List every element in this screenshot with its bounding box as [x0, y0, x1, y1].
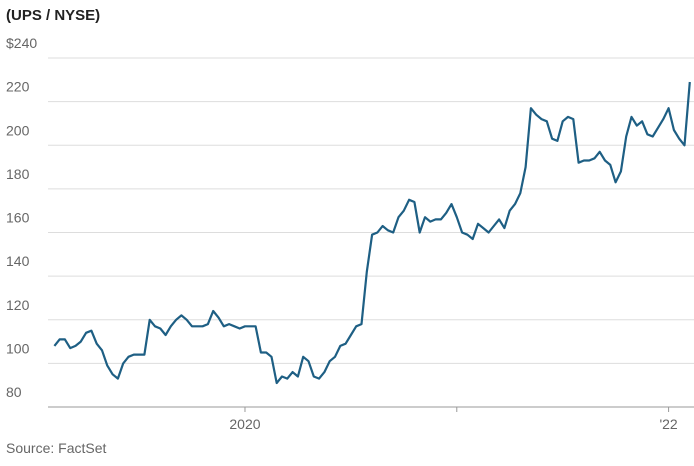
- source: Source: FactSet: [6, 440, 106, 456]
- y-tick-label: 200: [6, 122, 30, 138]
- y-tick-label: 80: [6, 384, 22, 400]
- x-tick-label: '22: [659, 416, 677, 432]
- y-tick-label: $240: [6, 35, 37, 51]
- y-tick-label: 140: [6, 253, 30, 269]
- y-tick-label: 160: [6, 210, 30, 226]
- chart-title: (UPS / NYSE): [6, 7, 100, 24]
- x-tick-label: 2020: [229, 416, 260, 432]
- y-tick-label: 220: [6, 79, 30, 95]
- y-tick-label: 180: [6, 166, 30, 182]
- y-tick-label: 100: [6, 340, 30, 356]
- price-line: [53, 81, 691, 385]
- y-tick-label: 120: [6, 297, 30, 313]
